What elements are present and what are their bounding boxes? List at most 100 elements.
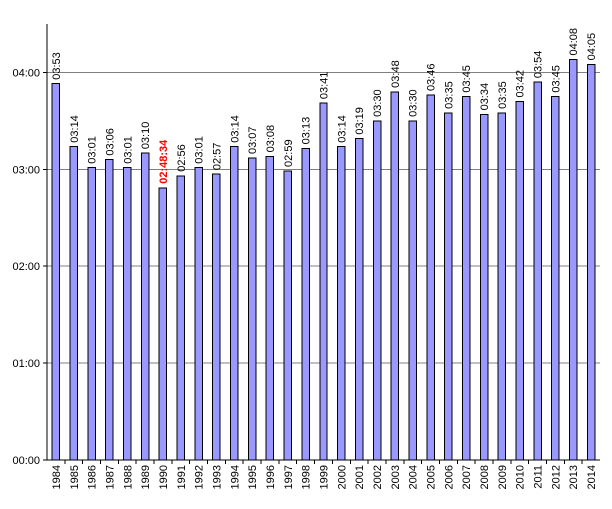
x-tick-label: 1999	[319, 465, 331, 489]
bar	[69, 146, 79, 461]
data-label: 03:53	[51, 52, 63, 80]
x-tick-label: 1985	[69, 465, 81, 489]
data-label: 03:45	[550, 65, 562, 93]
bar	[158, 187, 168, 461]
bar	[372, 120, 382, 461]
x-tick-label: 1997	[283, 465, 295, 489]
data-label: 03:30	[372, 89, 384, 117]
x-tick-label: 2012	[550, 465, 562, 489]
bars	[51, 59, 596, 461]
x-tick-label: 2005	[426, 465, 438, 489]
bar	[354, 138, 364, 461]
bar	[265, 155, 275, 461]
bar	[479, 113, 489, 461]
data-label: 02:48:34	[158, 139, 170, 184]
data-label: 04:05	[586, 33, 598, 61]
bar	[194, 167, 203, 461]
bar	[301, 147, 310, 461]
data-label: 03:10	[140, 122, 152, 150]
x-tick-label: 2010	[515, 465, 527, 489]
data-label: 03:06	[104, 128, 116, 156]
data-label: 03:08	[265, 125, 277, 153]
data-label: 03:01	[122, 136, 134, 164]
data-label: 03:13	[301, 117, 313, 145]
bar	[247, 157, 257, 461]
x-tick-label: 1998	[301, 465, 313, 489]
y-tick-label: 04:00	[12, 67, 40, 79]
x-tick-label: 1994	[229, 465, 241, 489]
bar	[140, 152, 150, 461]
data-label: 03:48	[390, 60, 402, 88]
x-tick-label: 1990	[158, 465, 170, 489]
bar	[212, 173, 221, 461]
y-tick-label: 02:00	[12, 261, 40, 273]
bar	[533, 81, 542, 461]
data-label: 03:35	[443, 81, 455, 109]
x-tick-label: 2014	[586, 465, 598, 489]
data-label: 03:42	[515, 70, 527, 98]
data-label: 02:56	[176, 144, 188, 172]
bar	[497, 112, 507, 461]
bar	[51, 83, 61, 461]
data-label: 02:57	[211, 143, 223, 171]
bar	[568, 59, 578, 461]
x-tick-label: 1991	[176, 465, 188, 489]
data-label: 03:19	[354, 107, 366, 135]
bar	[337, 146, 346, 461]
data-label: 03:54	[533, 51, 545, 79]
x-tick-label: 1988	[122, 465, 134, 489]
bar	[390, 91, 400, 461]
x-tick-label: 2011	[533, 465, 545, 489]
bar	[87, 167, 96, 461]
bar	[586, 63, 596, 461]
data-label: 03:01	[194, 136, 206, 164]
bar	[283, 170, 293, 461]
bar	[408, 120, 417, 461]
data-label: 04:08	[568, 28, 580, 56]
bar	[176, 175, 186, 461]
y-tick-labels: 00:00 01:00 02:00 03:00 04:00	[12, 67, 40, 467]
x-tick-label: 2004	[408, 465, 420, 489]
x-tick-label: 1986	[87, 465, 99, 489]
data-label: 03:14	[229, 115, 241, 143]
x-tick-label: 1989	[140, 465, 152, 489]
x-tick-label: 2008	[479, 465, 491, 489]
bar	[444, 112, 453, 461]
x-tick-label: 1987	[104, 465, 116, 489]
data-label: 03:41	[319, 72, 331, 100]
bar	[105, 159, 114, 461]
axes	[43, 24, 600, 464]
x-tick-label: 2006	[443, 465, 455, 489]
x-tick-label: 2013	[568, 465, 580, 489]
data-label: 03:34	[479, 83, 491, 111]
x-tick-label: 1992	[194, 465, 206, 489]
x-tick-label: 1995	[247, 465, 259, 489]
y-tick-label: 01:00	[12, 358, 40, 370]
x-tick-label: 1993	[211, 465, 223, 489]
x-tick-label: 2002	[372, 465, 384, 489]
data-label: 03:01	[87, 136, 99, 164]
data-label: 02:59	[283, 139, 295, 167]
bar	[551, 96, 560, 461]
x-tick-label: 1984	[51, 465, 63, 489]
data-label: 03:14	[336, 115, 348, 143]
x-tick-label: 2003	[390, 465, 402, 489]
bar	[515, 101, 524, 461]
x-tick-label: 2001	[354, 465, 366, 489]
y-tick-label: 03:00	[12, 164, 40, 176]
y-tick-label: 00:00	[12, 455, 40, 467]
bar	[461, 96, 471, 461]
bar	[230, 146, 239, 461]
x-tick-label: 2009	[497, 465, 509, 489]
data-label: 03:46	[426, 64, 438, 92]
bar	[123, 167, 132, 461]
bar	[426, 94, 435, 461]
x-tick-label: 2007	[461, 465, 473, 489]
data-label: 03:45	[461, 65, 473, 93]
data-label: 03:30	[408, 89, 420, 117]
x-tick-label: 1996	[265, 465, 277, 489]
x-tick-labels: 1984 1985 1986 1987 1988 1989 1990 1991 1992 1993…	[51, 465, 598, 489]
data-label: 03:35	[497, 81, 509, 109]
